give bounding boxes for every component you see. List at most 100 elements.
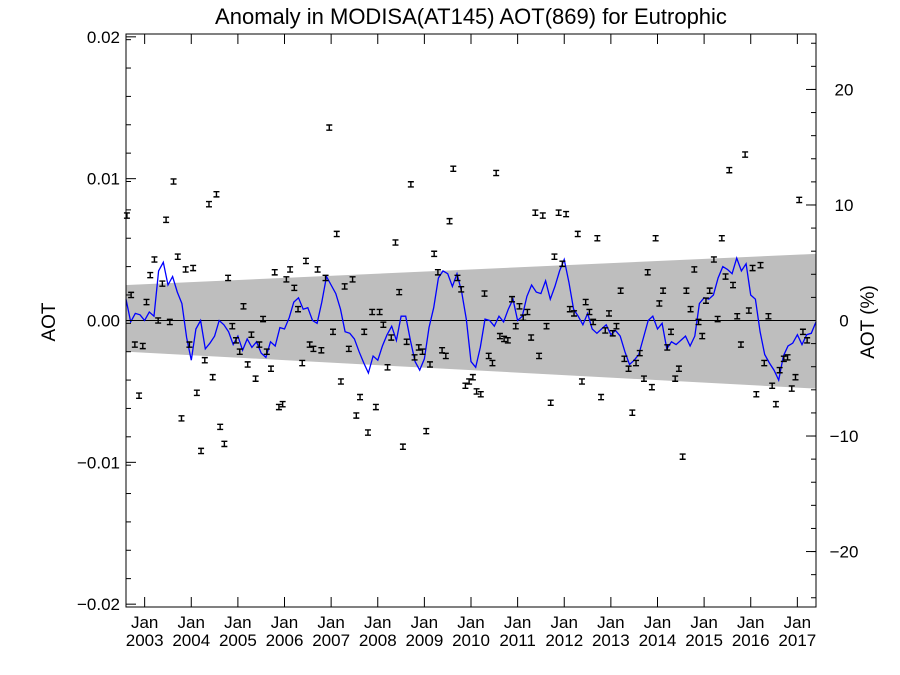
error-bar xyxy=(687,305,694,313)
error-bar xyxy=(543,322,550,330)
data-point xyxy=(372,403,379,411)
data-point xyxy=(190,264,197,272)
error-bar xyxy=(765,312,772,320)
data-point xyxy=(796,196,803,204)
error-bar xyxy=(501,335,508,343)
data-point xyxy=(174,253,181,260)
x-tick-year: 2005 xyxy=(219,631,257,650)
data-point xyxy=(357,393,364,401)
data-point xyxy=(306,341,313,348)
data-point xyxy=(411,354,418,361)
data-point xyxy=(742,151,749,158)
error-bar xyxy=(225,274,232,282)
data-point xyxy=(462,382,469,390)
data-point xyxy=(776,366,783,374)
data-point xyxy=(509,295,516,303)
error-bar xyxy=(796,196,803,204)
error-bar xyxy=(640,375,647,382)
data-point xyxy=(407,181,414,188)
data-point xyxy=(209,373,216,381)
data-point xyxy=(512,322,519,330)
x-tick-month: Jan xyxy=(690,613,717,632)
data-point xyxy=(606,310,612,317)
data-point xyxy=(547,399,554,407)
data-point xyxy=(170,178,177,185)
error-bar xyxy=(170,178,177,185)
error-bar xyxy=(369,308,376,316)
data-point xyxy=(380,321,387,329)
data-point xyxy=(131,341,138,348)
error-bar xyxy=(799,328,806,336)
data-point xyxy=(244,361,251,368)
data-point xyxy=(205,200,212,208)
error-bar xyxy=(586,308,593,316)
data-point xyxy=(551,253,558,260)
data-point xyxy=(543,322,550,330)
error-bar xyxy=(757,261,764,269)
data-point xyxy=(337,378,344,385)
data-point xyxy=(799,328,806,336)
error-bar xyxy=(512,322,519,330)
data-point xyxy=(151,256,158,263)
data-point xyxy=(256,341,263,348)
error-bar xyxy=(691,266,698,273)
error-bar xyxy=(201,356,208,364)
data-point xyxy=(501,335,508,343)
x-tick-month: Jan xyxy=(131,613,158,632)
error-bar xyxy=(205,200,212,208)
data-point xyxy=(625,365,632,373)
error-bar xyxy=(318,346,325,354)
x-tick-month: Jan xyxy=(224,613,251,632)
error-bar xyxy=(326,124,333,131)
data-point xyxy=(431,250,438,258)
data-point xyxy=(757,261,764,269)
data-point xyxy=(419,348,426,356)
error-bar xyxy=(745,307,752,314)
y-right-tick-label: −10 xyxy=(830,427,859,446)
data-point xyxy=(504,337,511,344)
data-point xyxy=(485,352,492,360)
data-point xyxy=(571,310,578,317)
error-bar xyxy=(209,373,216,381)
error-bar xyxy=(644,268,651,276)
error-bar xyxy=(710,256,717,263)
data-point xyxy=(333,230,340,238)
data-point xyxy=(702,297,709,304)
error-bar xyxy=(473,388,480,395)
error-bar xyxy=(714,315,721,323)
data-point xyxy=(217,423,224,431)
data-point xyxy=(267,365,274,373)
data-point xyxy=(737,341,744,348)
x-tick-month: Jan xyxy=(364,613,391,632)
error-bar xyxy=(706,287,713,295)
data-point xyxy=(299,359,306,367)
error-bar xyxy=(450,165,457,173)
error-bar xyxy=(563,210,570,218)
data-point xyxy=(326,124,333,131)
error-bar xyxy=(423,427,430,435)
data-point xyxy=(687,305,694,313)
error-bar xyxy=(509,295,516,303)
error-bar xyxy=(737,341,744,348)
data-point xyxy=(594,234,601,242)
data-point xyxy=(182,266,189,273)
x-tick-month: Jan xyxy=(411,613,438,632)
error-bar xyxy=(233,337,240,344)
data-point xyxy=(143,298,150,306)
error-bar xyxy=(147,271,154,279)
data-point xyxy=(730,281,737,289)
error-bar xyxy=(240,303,247,310)
error-bar xyxy=(551,253,558,260)
error-bar xyxy=(496,332,503,340)
error-bar xyxy=(263,348,270,356)
error-bar xyxy=(466,378,473,385)
data-point xyxy=(225,274,232,282)
data-point xyxy=(229,322,236,330)
y-tick-label: −0.01 xyxy=(77,453,120,472)
x-tick-year: 2010 xyxy=(452,631,490,650)
data-point xyxy=(345,345,352,353)
error-bar xyxy=(190,264,197,272)
data-point xyxy=(761,359,768,367)
data-point xyxy=(123,212,130,219)
